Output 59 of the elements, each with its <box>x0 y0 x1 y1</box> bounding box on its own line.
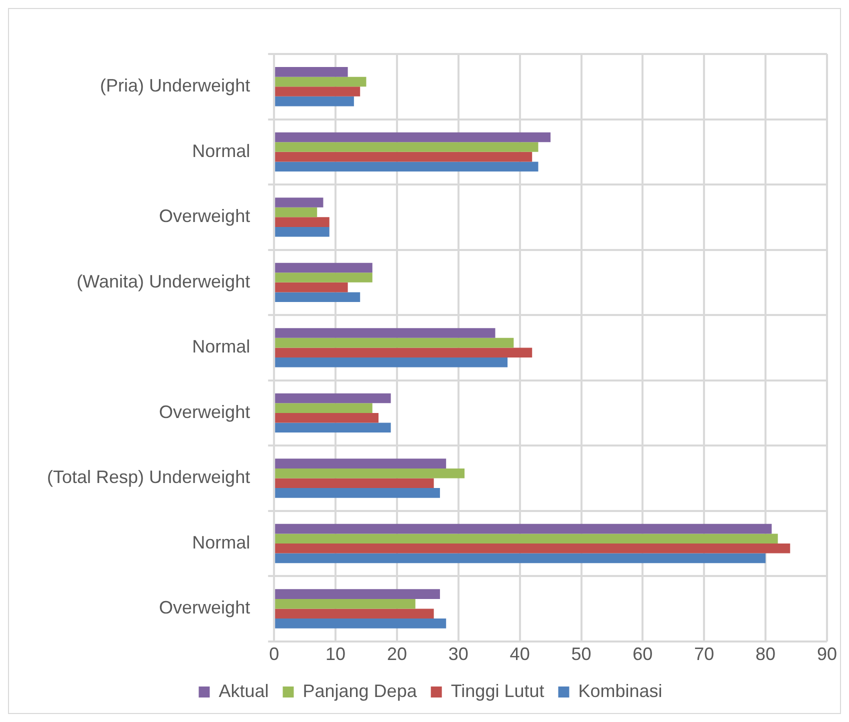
bar <box>275 86 360 96</box>
bar <box>275 608 434 619</box>
x-tick-label: 70 <box>694 644 714 664</box>
bar <box>275 589 440 599</box>
bar <box>275 422 391 433</box>
legend-label: Kombinasi <box>578 680 662 701</box>
legend-label: Panjang Depa <box>302 680 418 701</box>
legend-label: Aktual <box>218 680 269 701</box>
y-tick-label: Overweight <box>159 206 250 226</box>
bar <box>275 198 324 208</box>
x-tick-label: 80 <box>756 644 776 664</box>
bar <box>275 226 330 237</box>
x-tick-label: 40 <box>510 644 530 664</box>
x-tick-label: 10 <box>326 644 346 664</box>
bar <box>275 96 354 106</box>
y-tick-label: (Pria) Underweight <box>100 76 250 96</box>
bar <box>275 207 318 218</box>
bar <box>275 348 532 358</box>
bar <box>275 618 446 628</box>
bar <box>275 217 330 227</box>
y-tick-label: Normal <box>192 140 250 161</box>
x-tick-label: 60 <box>632 644 653 664</box>
bar <box>275 272 372 282</box>
y-tick-label: Normal <box>192 336 250 357</box>
bar <box>275 152 532 162</box>
x-tick-label: 20 <box>386 644 407 664</box>
bar <box>275 458 446 468</box>
x-tick-label: 0 <box>269 644 280 664</box>
bar <box>275 162 538 172</box>
bar <box>275 328 496 338</box>
bar <box>275 76 366 87</box>
bar <box>275 282 348 292</box>
bar <box>275 338 514 348</box>
x-tick-label: 90 <box>816 644 838 664</box>
bar <box>275 468 465 478</box>
bar <box>275 488 440 498</box>
bar <box>275 553 766 564</box>
bar <box>275 403 372 413</box>
x-tick-label: 50 <box>571 644 592 664</box>
bar <box>275 478 434 488</box>
bar <box>275 544 790 554</box>
y-tick-label: Overweight <box>159 402 250 422</box>
y-tick-label: (Wanita) Underweight <box>76 271 250 292</box>
bar <box>275 393 391 404</box>
x-tick-label: 30 <box>448 644 468 664</box>
bar <box>275 598 416 609</box>
y-tick-label: Normal <box>192 532 250 552</box>
bar <box>275 524 772 534</box>
bar <box>275 67 348 77</box>
legend-label: Tinggi Lutut <box>450 680 544 701</box>
bar <box>275 534 778 544</box>
bar <box>275 292 360 302</box>
bar <box>275 132 551 142</box>
y-tick-label: Overweight <box>159 598 250 618</box>
bar <box>275 142 538 152</box>
bar <box>275 412 379 423</box>
bar <box>275 262 372 273</box>
y-tick-label: (Total Resp) Underweight <box>46 467 250 488</box>
bar <box>275 357 508 368</box>
